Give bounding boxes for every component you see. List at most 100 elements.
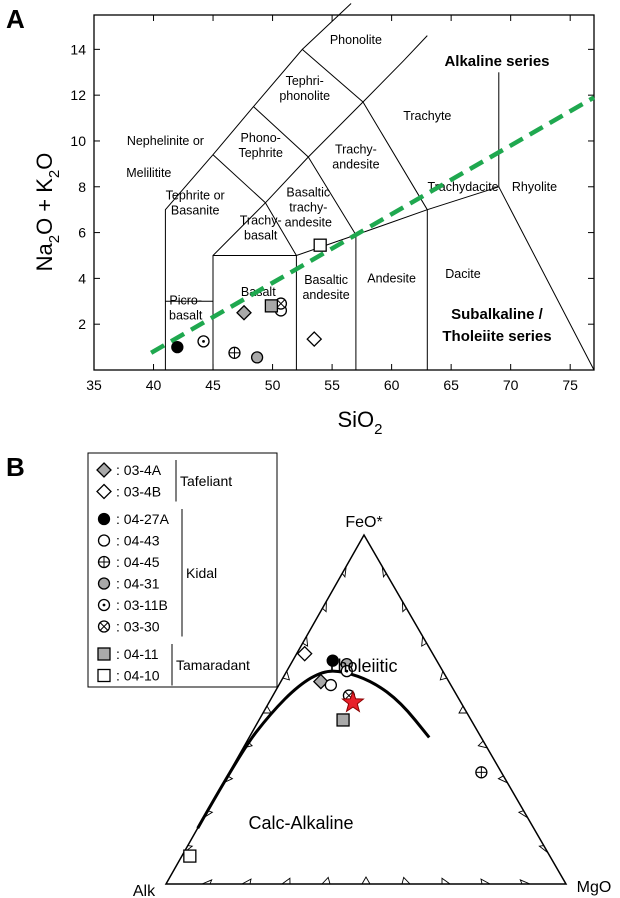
afm-point-03-11b-center	[345, 669, 349, 673]
point-04-11-shape	[264, 299, 279, 313]
point-03-30-diag2	[276, 299, 286, 308]
tick-right-8	[517, 810, 528, 819]
apex-feo-label: FeO*	[345, 514, 382, 531]
field-label-basaltic-andesite: Basaltic andesite	[302, 273, 349, 302]
afm-point-04-43-shape	[324, 678, 338, 692]
afm-point-04-43	[324, 678, 338, 692]
point-03-11b-center	[202, 339, 205, 343]
field-boundary-6	[301, 49, 364, 103]
legend-marker-9	[97, 668, 111, 683]
field-label-trachy-basalt: Trachy-basalt	[240, 214, 282, 243]
field-label-line: Tephrite	[238, 146, 283, 160]
afm-point-04-10-shape	[183, 849, 197, 863]
afm-point-04-27a	[326, 654, 339, 667]
afm-point-04-11-shape	[336, 713, 350, 727]
field-label-line: andesite	[285, 215, 332, 229]
x-tick-label-35: 35	[86, 377, 102, 393]
field-boundary-7	[264, 202, 297, 370]
tick-bottom-6	[321, 876, 331, 885]
tick-bottom-3	[441, 877, 451, 885]
tick-left-9	[341, 566, 347, 579]
field-label-basaltic-trachy-andesite: Basaltic trachy-andesite	[285, 185, 332, 229]
field-label-line: andesite	[332, 158, 379, 172]
point-03-11b	[197, 335, 210, 348]
tick-right-4	[439, 670, 447, 681]
legend-label-5: : 04-31	[116, 576, 160, 592]
field-label-rhyolite: Rhyolite	[512, 180, 557, 194]
field-label-line: basalt	[244, 229, 278, 243]
point-04-27a-shape	[171, 340, 184, 354]
field-label-line: Nephelinite or	[127, 134, 204, 148]
panel-a-letter: A	[6, 4, 25, 34]
field-label-line: Rhyolite	[512, 180, 557, 194]
field-label-line: Basaltic	[304, 273, 348, 287]
afm-data-points	[183, 645, 488, 863]
afm-point-04-11	[336, 713, 350, 727]
legend: : 03-4A: 03-4B: 04-27A: 04-43: 04-45: 04…	[87, 452, 278, 688]
field-label-line: Basaltic	[286, 185, 330, 199]
alkaline-subalkaline-divider	[150, 95, 596, 355]
apex-mgo-label: MgO	[577, 879, 612, 896]
field-label-tephrite-or-basanite: Tephrite or Basanite	[166, 188, 225, 217]
tas-diagram: 35 40 45 50 55 60 65 70 75 2 4 6 8 10 12 14 Phonolite Te…	[32, 3, 596, 438]
tick-bottom-4	[401, 876, 411, 885]
legend-marker-8-shape	[97, 647, 111, 661]
tas-axes: 35 40 45 50 55 60 65 70 75 2 4 6 8 10 12 14	[70, 14, 595, 393]
field-label-tephri-phonolite: Tephri-phonolite	[279, 74, 330, 103]
tas-field-labels: Phonolite Tephri-phonolite Trachyte Nepheli…	[126, 33, 557, 323]
x-tick-label-45: 45	[205, 377, 221, 393]
tholeiitic-calc-alkaline-boundary	[196, 669, 431, 829]
field-label-line: Phonolite	[330, 33, 382, 47]
x-tick-label-75: 75	[562, 377, 578, 393]
calc-alkaline-region-label: Calc-Alkaline	[248, 813, 353, 833]
legend-marker-3-shape	[97, 534, 111, 547]
field-label-melilitite: Melilitite	[126, 166, 171, 180]
y-axis-label: Na2O + K2O	[32, 153, 63, 272]
x-tick-label-40: 40	[146, 377, 162, 393]
afm-point-03-11b	[340, 664, 353, 678]
field-label-trachy-andesite: Trachy-andesite	[332, 143, 379, 172]
legend-group-tafeliant: Tafeliant	[180, 473, 232, 489]
legend-marker-1-shape	[96, 483, 112, 500]
apex-alk-label: Alk	[133, 883, 156, 898]
tick-right-3	[421, 636, 427, 647]
x-tick-label-70: 70	[503, 377, 519, 393]
field-label-trachydacite: Trachydacite	[427, 180, 498, 194]
field-label-andesite: Andesite	[367, 271, 416, 285]
tick-bottom-9	[201, 879, 213, 885]
field-label-line: trachy-	[289, 200, 327, 214]
legend-label-9: : 04-10	[116, 668, 160, 684]
legend-label-0: : 03-4A	[116, 462, 162, 478]
tick-left-6	[282, 670, 291, 681]
tick-right-9	[538, 845, 549, 853]
ternary-frame	[164, 533, 568, 885]
legend-label-6: : 03-11B	[116, 597, 168, 613]
legend-label-2: : 04-27A	[116, 511, 170, 527]
point-04-10-shape	[313, 238, 327, 252]
legend-marker-3	[97, 534, 111, 547]
point-03-30	[274, 297, 288, 310]
legend-marker-5-shape	[97, 577, 111, 590]
field-label-trachyte: Trachyte	[403, 109, 451, 123]
afm-point-03-30-diag2	[344, 691, 354, 700]
field-label-line: Trachy-	[335, 143, 377, 157]
field-boundary-3	[213, 186, 595, 371]
plot-frame	[93, 14, 595, 371]
tick-right-5	[458, 705, 467, 714]
y-tick-label-14: 14	[70, 41, 86, 57]
legend-marker-6	[97, 598, 111, 612]
tick-right-6	[477, 740, 488, 749]
field-label-line: Trachy-	[240, 214, 282, 228]
point-04-45	[228, 346, 241, 359]
point-03-4a	[236, 304, 252, 321]
afm-point-03-4b	[296, 645, 313, 662]
legend-marker-4	[97, 555, 111, 569]
legend-marker-0	[96, 462, 112, 478]
tick-left-7	[302, 636, 309, 647]
field-label-line: Tephrite or	[166, 188, 225, 202]
tick-right-7	[497, 775, 508, 784]
field-label-phono-tephrite: Phono-Tephrite	[238, 131, 283, 160]
point-03-4b	[306, 331, 323, 347]
afm-point-03-4a-shape	[312, 673, 329, 690]
point-04-31	[250, 351, 264, 364]
